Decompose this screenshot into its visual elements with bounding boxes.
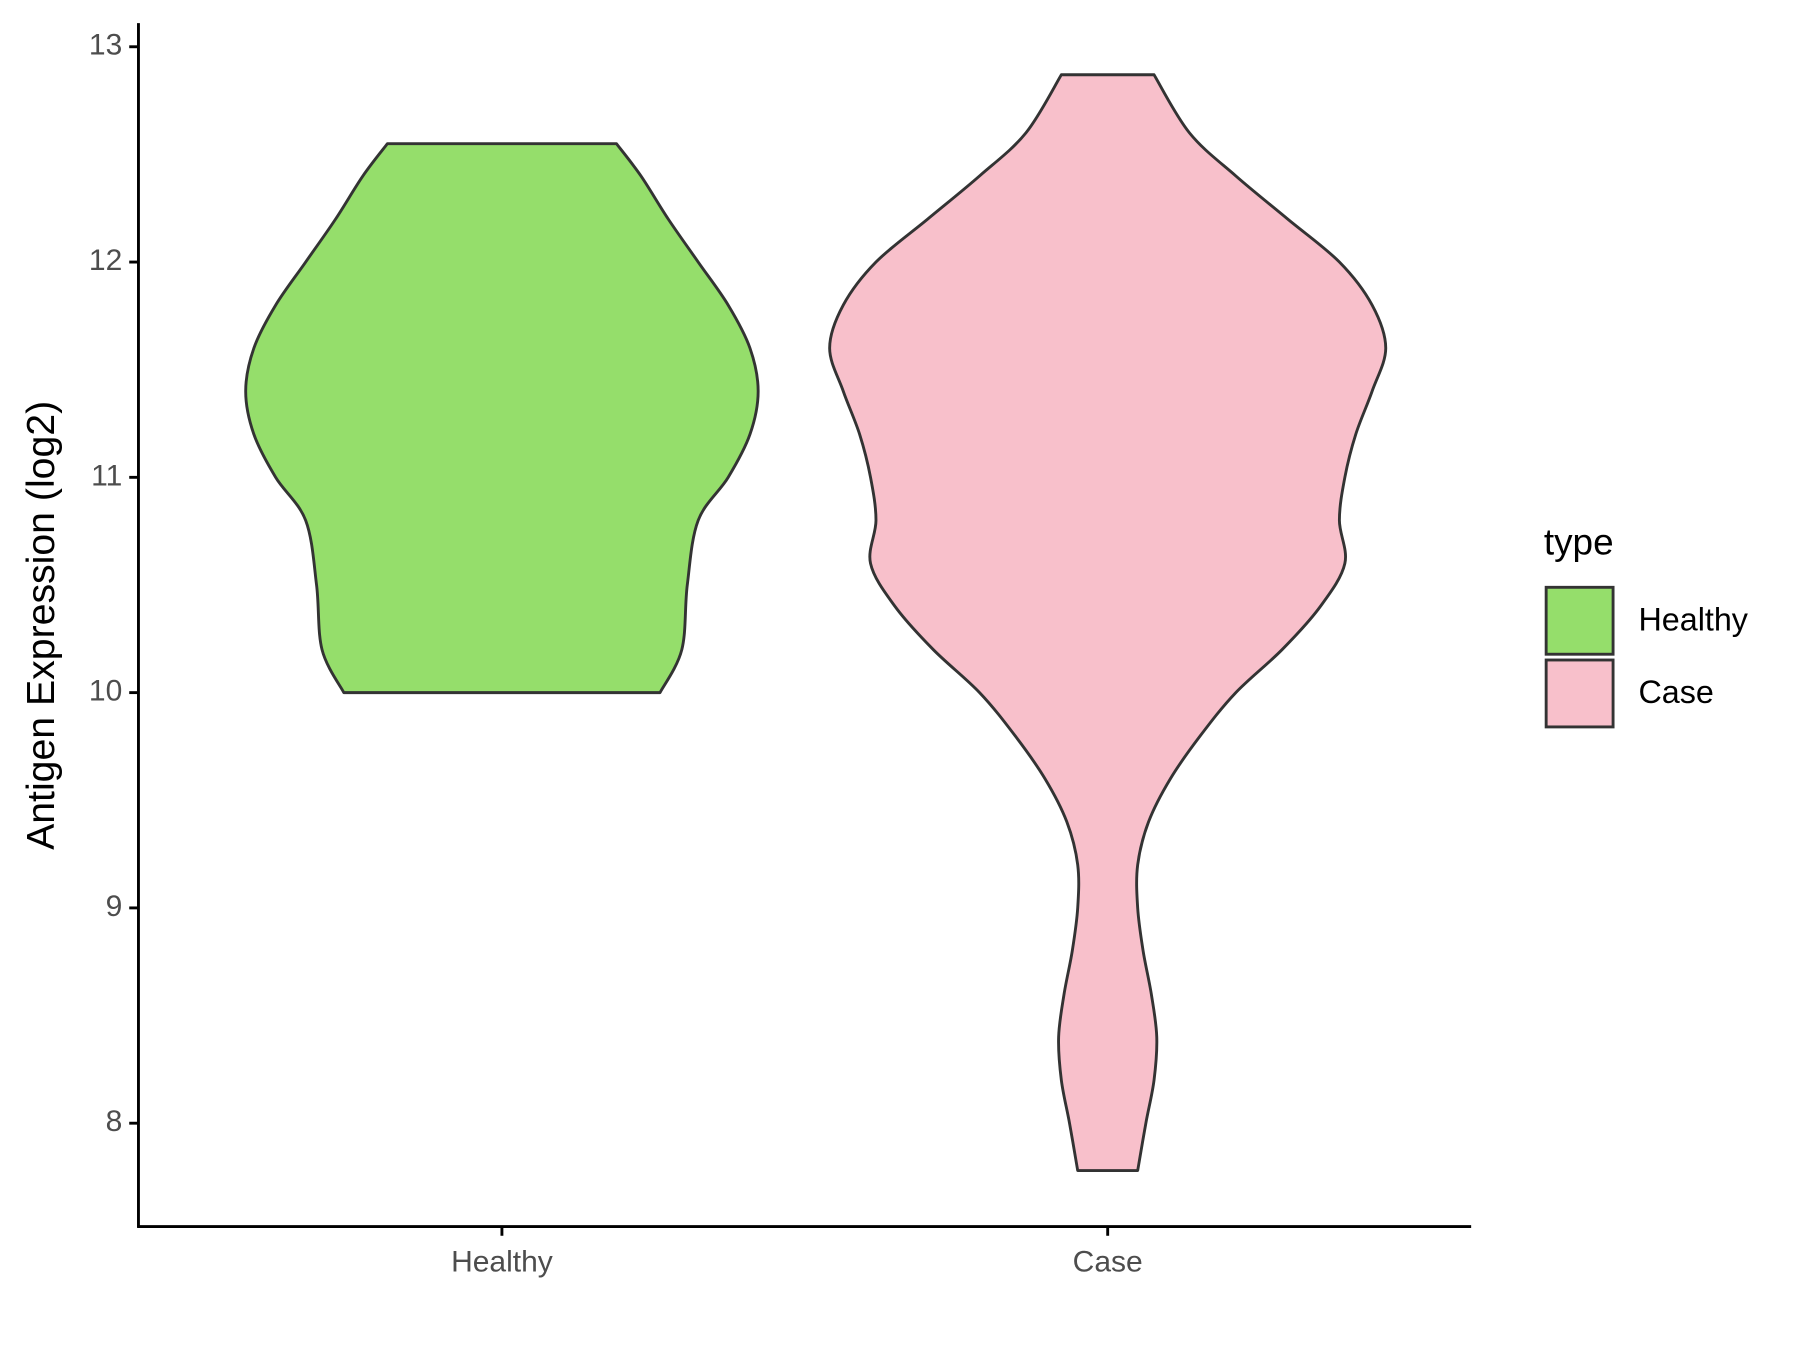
legend-swatch (1544, 585, 1615, 656)
y-axis-title: Antigen Expression (log2) (19, 401, 63, 850)
violin (828, 73, 1388, 1173)
legend-label: Case (1638, 674, 1713, 710)
x-tick-label: Healthy (451, 1245, 553, 1278)
x-tick-label: Case (1073, 1245, 1143, 1278)
y-tick-label: 13 (89, 29, 122, 62)
legend-title: type (1544, 521, 1614, 562)
legend-swatch (1544, 658, 1615, 729)
violin (244, 142, 760, 695)
legend-label: Healthy (1638, 601, 1748, 637)
y-tick-label: 10 (89, 675, 122, 708)
y-tick-label: 8 (106, 1105, 123, 1138)
y-tick-label: 11 (91, 459, 122, 492)
y-tick-label: 9 (106, 890, 123, 923)
y-tick-label: 12 (89, 244, 122, 277)
